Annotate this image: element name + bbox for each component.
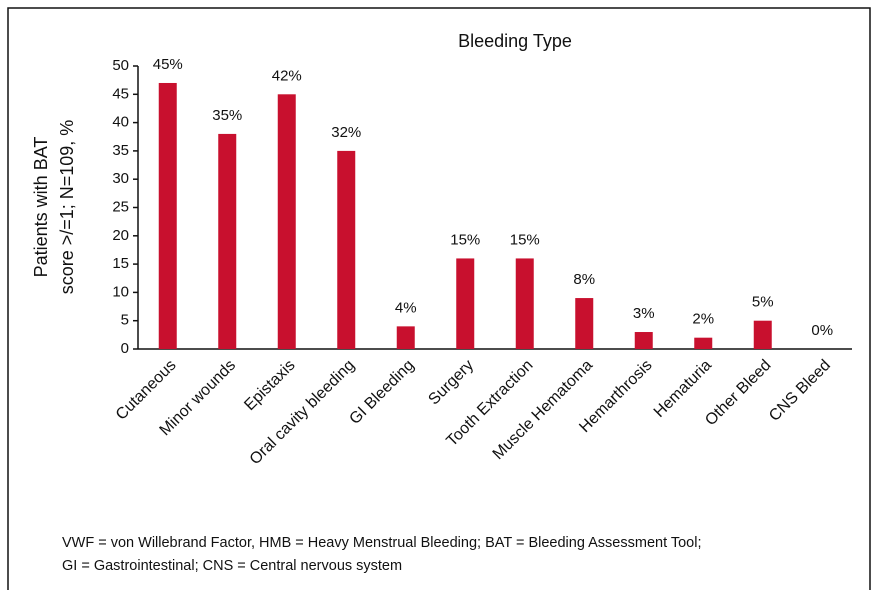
y-tick-label: 20: [112, 227, 129, 244]
bar-annotation: 42%: [272, 67, 302, 84]
bar: [515, 258, 534, 349]
bar: [753, 320, 772, 349]
y-tick-label: 15: [112, 255, 129, 272]
y-axis-label-line: score >/=1; N=109, %: [57, 120, 77, 295]
bar: [694, 337, 713, 349]
bar-annotation: 15%: [450, 231, 480, 248]
bar-annotation: 4%: [395, 299, 417, 316]
y-tick-label: 45: [112, 85, 129, 102]
y-axis-label-line: Patients with BAT: [31, 137, 51, 278]
y-tick-label: 50: [112, 57, 129, 74]
x-tick-label: CNS Bleed: [766, 357, 834, 425]
bar: [456, 258, 475, 349]
bar: [396, 326, 415, 349]
bar-annotation: 3%: [633, 305, 655, 322]
x-tick-label: Muscle Hematoma: [490, 357, 596, 463]
y-tick-label: 0: [121, 340, 129, 357]
bar-annotation: 32%: [331, 124, 361, 141]
y-tick-label: 40: [112, 114, 129, 131]
chart-title: Bleeding Type: [458, 31, 572, 51]
bar: [158, 82, 177, 349]
footnote: GI = Gastrointestinal; CNS = Central ner…: [62, 558, 402, 574]
x-tick-label: Oral cavity bleeding: [247, 357, 358, 468]
bar: [277, 94, 296, 349]
y-tick-label: 5: [121, 312, 129, 329]
bar: [575, 298, 594, 349]
footnote: VWF = von Willebrand Factor, HMB = Heavy…: [62, 535, 702, 551]
bar: [218, 133, 237, 349]
bar-annotation: 2%: [692, 311, 714, 328]
x-tick-label: Hematuria: [651, 357, 715, 421]
bar-annotation: 15%: [510, 231, 540, 248]
y-axis-label: Patients with BAT score >/=1; N=109, %: [31, 120, 77, 295]
frame: [7, 7, 871, 590]
bar-annotation: 0%: [811, 322, 833, 339]
bar: [337, 150, 356, 349]
x-tick-label: GI Bleeding: [346, 357, 417, 428]
y-tick-label: 10: [112, 283, 129, 300]
bar-annotation: 35%: [212, 107, 242, 124]
bar-annotation: 45%: [153, 56, 183, 73]
y-tick-label: 35: [112, 142, 129, 159]
bar: [634, 332, 653, 349]
y-tick-label: 30: [112, 170, 129, 187]
x-tick-label: Epistaxis: [241, 357, 298, 414]
y-tick-label: 25: [112, 198, 129, 215]
x-tick-label: Surgery: [425, 357, 477, 409]
bar-annotation: 8%: [573, 271, 595, 288]
bar-annotation: 5%: [752, 294, 774, 311]
